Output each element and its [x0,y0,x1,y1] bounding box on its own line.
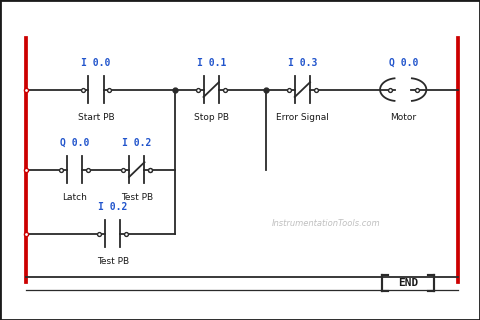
Text: Q 0.0: Q 0.0 [388,58,418,68]
Text: END: END [398,278,418,288]
Text: I 0.2: I 0.2 [122,138,152,148]
Text: I 0.3: I 0.3 [288,58,317,68]
Text: I 0.1: I 0.1 [196,58,226,68]
Text: Test PB: Test PB [121,193,153,202]
Text: Start PB: Start PB [78,113,114,122]
Text: Test PB: Test PB [97,257,129,266]
Text: Motor: Motor [390,113,416,122]
Text: Error Signal: Error Signal [276,113,329,122]
Text: Latch: Latch [62,193,87,202]
Text: Q 0.0: Q 0.0 [60,138,89,148]
Text: I 0.0: I 0.0 [81,58,111,68]
Text: Stop PB: Stop PB [194,113,228,122]
Text: InstrumentationTools.com: InstrumentationTools.com [272,220,381,228]
Text: I 0.2: I 0.2 [98,202,128,212]
